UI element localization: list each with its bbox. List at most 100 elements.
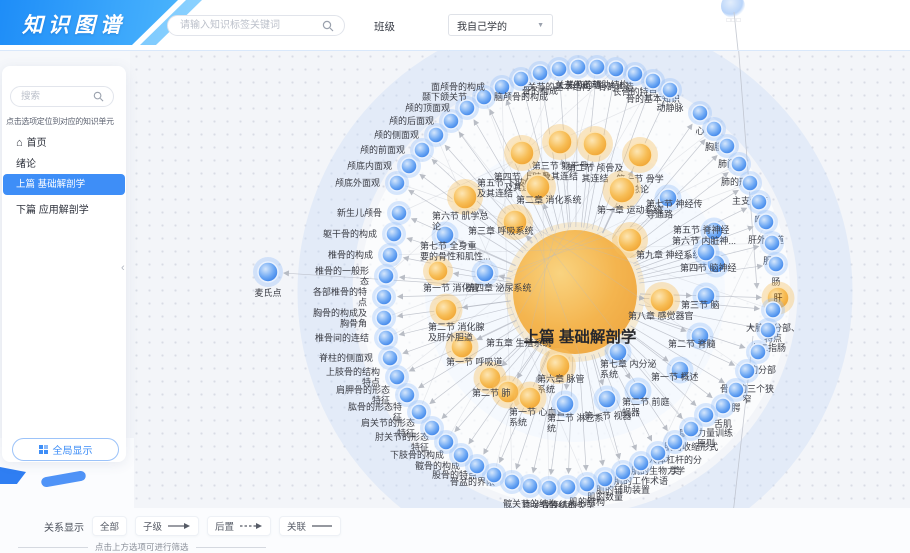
- graph-node[interactable]: [696, 286, 716, 306]
- graph-node[interactable]: [670, 360, 690, 380]
- graph-node[interactable]: [696, 242, 716, 262]
- graph-node[interactable]: [547, 129, 573, 155]
- graph-node[interactable]: [658, 188, 678, 208]
- graph-node[interactable]: [649, 287, 675, 313]
- graph-node[interactable]: [475, 263, 495, 283]
- graph-node[interactable]: [749, 343, 767, 361]
- graph-node[interactable]: [608, 176, 636, 204]
- graph-node[interactable]: [375, 309, 393, 327]
- sidebar-collapse-icon[interactable]: ‹: [121, 262, 125, 274]
- graph-node[interactable]: [502, 209, 528, 235]
- graph-node[interactable]: [632, 454, 650, 472]
- graph-node[interactable]: [493, 78, 511, 96]
- sidebar-item-shangpian-active[interactable]: 上篇 基础解剖学: [3, 174, 125, 195]
- graph-node[interactable]: [555, 394, 575, 414]
- graph-node[interactable]: [475, 88, 493, 106]
- graph-node[interactable]: [503, 473, 521, 491]
- class-select[interactable]: 我自己学的 ▼: [448, 14, 553, 36]
- graph-node[interactable]: [628, 381, 648, 401]
- graph-node[interactable]: [582, 131, 608, 157]
- sidebar-item-home[interactable]: ⌂ 首页: [16, 134, 47, 149]
- graph-node[interactable]: [697, 406, 715, 424]
- graph-node[interactable]: [767, 255, 785, 273]
- graph-node[interactable]: [763, 234, 781, 252]
- graph-node[interactable]: [442, 112, 460, 130]
- graph-node[interactable]: [496, 380, 520, 404]
- graph-node[interactable]: [257, 261, 279, 283]
- graph-node[interactable]: [458, 99, 476, 117]
- graph-node[interactable]: [569, 58, 587, 76]
- graph-node[interactable]: [578, 475, 596, 493]
- sidebar-search-input[interactable]: [19, 90, 93, 103]
- global-search-input[interactable]: [178, 19, 322, 32]
- search-icon[interactable]: [322, 20, 334, 32]
- graph-node[interactable]: [704, 221, 724, 241]
- graph-node[interactable]: [750, 193, 768, 211]
- graph-node-faded[interactable]: [721, 0, 745, 18]
- graph-node[interactable]: [759, 321, 777, 339]
- graph-node[interactable]: [468, 457, 486, 475]
- graph-node[interactable]: [597, 389, 617, 409]
- graph-node[interactable]: [427, 260, 449, 282]
- sidebar-item-xiapian[interactable]: 下篇 应用解剖学: [16, 205, 89, 216]
- graph-node[interactable]: [617, 227, 643, 253]
- filter-post[interactable]: 后置: [207, 516, 272, 536]
- center-node[interactable]: [513, 230, 637, 354]
- graph-node[interactable]: [518, 386, 542, 410]
- graph-node[interactable]: [381, 246, 399, 264]
- global-search-box[interactable]: [167, 15, 345, 36]
- graph-node[interactable]: [540, 479, 558, 497]
- graph-node[interactable]: [385, 225, 403, 243]
- graph-node[interactable]: [512, 70, 530, 88]
- graph-node[interactable]: [730, 155, 748, 173]
- graph-node[interactable]: [666, 433, 684, 451]
- graph-node[interactable]: [413, 141, 431, 159]
- graph-node[interactable]: [608, 342, 628, 362]
- graph-node[interactable]: [764, 301, 782, 319]
- graph-node[interactable]: [435, 225, 455, 245]
- graph-node[interactable]: [757, 213, 775, 231]
- graph-node[interactable]: [741, 174, 759, 192]
- sidebar-item-xulun[interactable]: 绪论: [16, 159, 36, 170]
- graph-node[interactable]: [377, 329, 395, 347]
- graph-node[interactable]: [485, 466, 503, 484]
- graph-node[interactable]: [427, 126, 445, 144]
- graph-node[interactable]: [626, 65, 644, 83]
- graph-node[interactable]: [559, 478, 577, 496]
- graph-node[interactable]: [400, 157, 418, 175]
- graph-node[interactable]: [390, 204, 408, 222]
- graph-node[interactable]: [691, 104, 709, 122]
- global-display-button[interactable]: 全局显示: [12, 438, 119, 461]
- graph-node[interactable]: [377, 267, 395, 285]
- graph-node[interactable]: [410, 403, 428, 421]
- graph-node[interactable]: [434, 298, 458, 322]
- graph-node[interactable]: [509, 140, 535, 166]
- filter-child[interactable]: 子级: [135, 516, 200, 536]
- graph-node[interactable]: [375, 288, 393, 306]
- graph-node[interactable]: [478, 366, 502, 390]
- graph-node[interactable]: [627, 142, 653, 168]
- graph-node[interactable]: [452, 446, 470, 464]
- graph-node[interactable]: [423, 419, 441, 437]
- graph-node[interactable]: [381, 349, 399, 367]
- search-icon[interactable]: [93, 91, 104, 102]
- graph-node[interactable]: [727, 381, 745, 399]
- filter-all[interactable]: 全部: [92, 516, 128, 536]
- graph-node[interactable]: [450, 335, 474, 359]
- graph-node[interactable]: [531, 64, 549, 82]
- graph-node[interactable]: [521, 477, 539, 495]
- graph-node[interactable]: [607, 60, 625, 78]
- graph-node[interactable]: [649, 444, 667, 462]
- graph-node[interactable]: [545, 353, 571, 379]
- graph-node[interactable]: [550, 60, 568, 78]
- graph-node[interactable]: [682, 420, 700, 438]
- graph-node[interactable]: [718, 137, 736, 155]
- graph-node[interactable]: [690, 326, 710, 346]
- graph-node[interactable]: [714, 397, 732, 415]
- graph-node[interactable]: [388, 174, 406, 192]
- graph-node[interactable]: [614, 463, 632, 481]
- graph-node[interactable]: [388, 368, 406, 386]
- graph-node[interactable]: [437, 433, 455, 451]
- graph-node[interactable]: [398, 386, 416, 404]
